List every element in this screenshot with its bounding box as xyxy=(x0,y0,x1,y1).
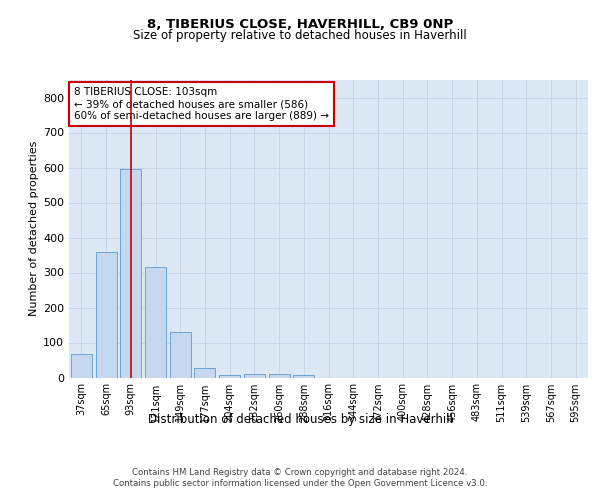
Bar xyxy=(120,169,141,378)
Y-axis label: Number of detached properties: Number of detached properties xyxy=(29,141,39,316)
Bar xyxy=(269,374,290,378)
Bar xyxy=(95,252,116,378)
Bar xyxy=(293,376,314,378)
Bar xyxy=(244,374,265,378)
Bar xyxy=(145,267,166,378)
Bar xyxy=(71,354,92,378)
Text: Distribution of detached houses by size in Haverhill: Distribution of detached houses by size … xyxy=(148,412,452,426)
Text: Contains HM Land Registry data © Crown copyright and database right 2024.
Contai: Contains HM Land Registry data © Crown c… xyxy=(113,468,487,487)
Text: Size of property relative to detached houses in Haverhill: Size of property relative to detached ho… xyxy=(133,29,467,42)
Bar xyxy=(194,368,215,378)
Bar xyxy=(219,374,240,378)
Bar xyxy=(170,332,191,378)
Text: 8 TIBERIUS CLOSE: 103sqm
← 39% of detached houses are smaller (586)
60% of semi-: 8 TIBERIUS CLOSE: 103sqm ← 39% of detach… xyxy=(74,88,329,120)
Text: 8, TIBERIUS CLOSE, HAVERHILL, CB9 0NP: 8, TIBERIUS CLOSE, HAVERHILL, CB9 0NP xyxy=(147,18,453,30)
